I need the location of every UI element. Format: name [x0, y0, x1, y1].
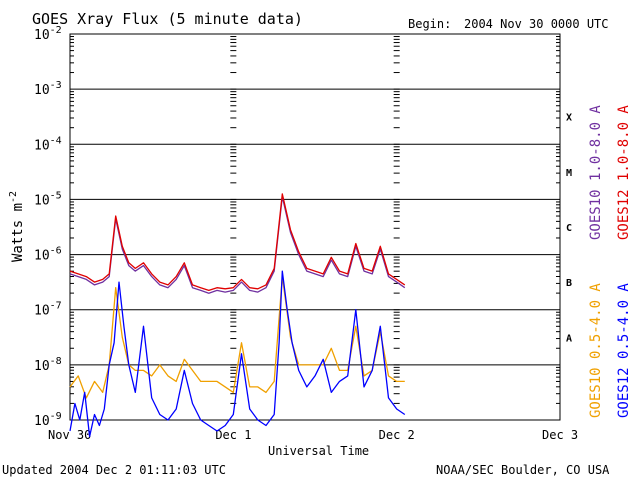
flare-class-labels: A B C M X [566, 113, 572, 345]
legend-entry: GOES10 1.0-8.0 A [588, 105, 604, 240]
y-tick-label: 10-3 [34, 80, 62, 98]
credit-text: NOAA/SEC Boulder, CO USA [436, 463, 610, 477]
begin-label: Begin: [408, 17, 451, 31]
svg-text:Watts m-2: Watts m-2 [8, 191, 26, 262]
gridlines [70, 88, 560, 366]
flare-class-label: B [566, 278, 572, 289]
y-axis-label-text: Watts m [10, 203, 26, 262]
y-axis-label: Watts m-2 [8, 191, 26, 262]
y-tick-label: 10-5 [34, 190, 62, 208]
plot-frame [69, 33, 561, 421]
x-tick-labels: Nov 30 Dec 1 Dec 2 Dec 3 [48, 428, 578, 442]
axis-ticks [70, 36, 560, 421]
begin-value: 2004 Nov 30 0000 UTC [464, 17, 609, 31]
legend-entry: GOES12 0.5-4.0 A [616, 283, 632, 418]
series-lines [69, 193, 406, 438]
flare-class-label: M [566, 168, 572, 179]
x-axis-label: Universal Time [268, 444, 369, 458]
flare-class-label: A [566, 333, 572, 344]
x-tick-label: Nov 30 [48, 428, 91, 442]
x-tick-label: Dec 3 [542, 428, 578, 442]
x-tick-label: Dec 2 [379, 428, 415, 442]
legend-entry: GOES10 0.5-4.0 A [588, 283, 604, 418]
x-tick-label: Dec 1 [215, 428, 251, 442]
updated-timestamp: Updated 2004 Dec 2 01:11:03 UTC [2, 463, 226, 477]
series-line [69, 275, 405, 399]
y-tick-label: 10-4 [34, 135, 62, 153]
legend: GOES10 1.0-8.0 A GOES12 1.0-8.0 A GOES10 0… [588, 105, 632, 418]
flare-class-label: C [566, 223, 572, 234]
series-line [69, 193, 406, 292]
chart-title: GOES Xray Flux (5 minute data) [32, 10, 303, 28]
y-tick-label: 10-2 [34, 25, 62, 43]
y-tick-label: 10-8 [34, 356, 62, 374]
y-axis-label-exponent: -2 [8, 191, 19, 203]
legend-entry: GOES12 1.0-8.0 A [616, 105, 632, 240]
y-tick-label: 10-6 [34, 246, 62, 264]
y-tick-label: 10-7 [34, 301, 62, 319]
series-line [69, 270, 406, 438]
y-tick-label: 10-9 [34, 411, 62, 429]
flare-class-label: X [566, 113, 572, 124]
series-line [69, 196, 406, 294]
y-tick-labels: 10-9 10-8 10-7 10-6 10-5 10-4 10-3 10-2 [34, 25, 62, 429]
